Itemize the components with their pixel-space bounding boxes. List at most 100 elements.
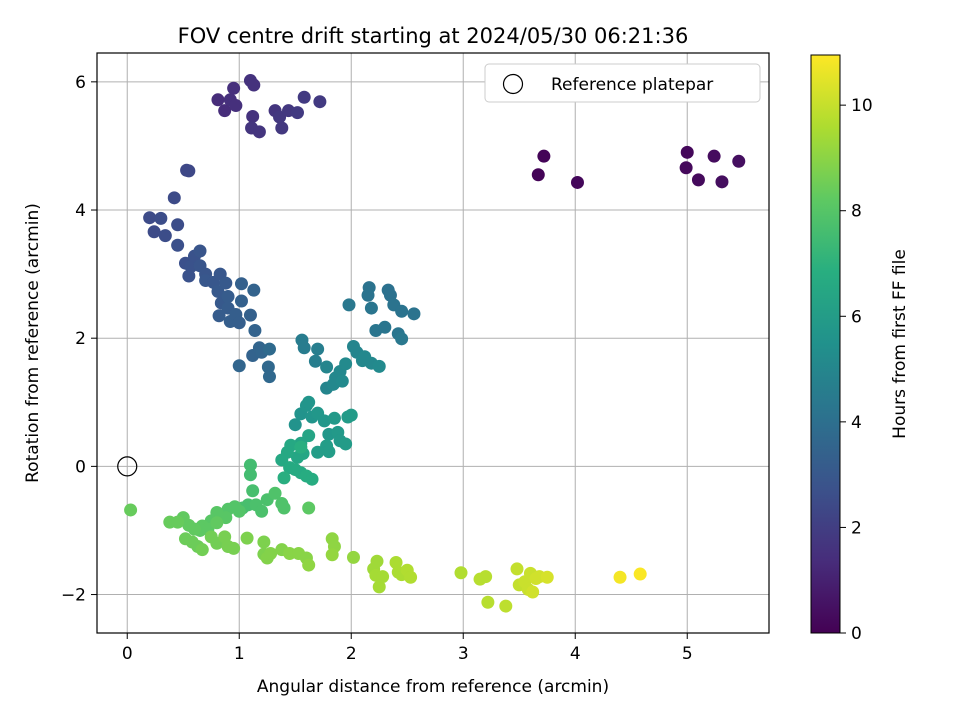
data-point (255, 504, 269, 518)
data-point (540, 570, 554, 584)
data-point (339, 357, 353, 371)
data-point (248, 324, 262, 338)
data-point (290, 450, 304, 464)
data-point (243, 468, 257, 482)
data-point (232, 316, 246, 330)
data-point (277, 501, 291, 515)
x-tick-label: 5 (682, 644, 693, 664)
data-point (325, 548, 339, 562)
data-point (327, 411, 341, 425)
data-point (335, 374, 349, 388)
data-point (531, 168, 545, 182)
data-point (252, 125, 266, 139)
data-point (305, 472, 319, 486)
data-point (262, 370, 276, 384)
data-point (570, 175, 584, 189)
data-point (407, 307, 421, 321)
data-point (679, 161, 693, 175)
y-tick-label: −2 (61, 586, 86, 606)
data-point (240, 531, 254, 545)
data-point (715, 175, 729, 189)
colorbar: 0 2 4 6 8 10 Hours from first FF file (810, 54, 910, 644)
data-point (707, 149, 721, 163)
colorbar-tick-label: 6 (851, 307, 862, 327)
legend: Reference platepar (484, 63, 761, 103)
y-tick-label: 6 (75, 73, 86, 93)
colorbar-tick-label: 4 (851, 413, 862, 433)
data-point (526, 585, 540, 599)
data-point (229, 99, 243, 113)
data-point (302, 558, 316, 572)
data-point (124, 503, 138, 517)
data-point (297, 341, 311, 355)
data-point (218, 104, 232, 118)
data-point (261, 360, 275, 374)
reference-marker-group (117, 456, 138, 477)
colorbar-gradient (810, 54, 841, 634)
y-tick-label: 0 (75, 457, 86, 477)
data-point (221, 290, 235, 304)
data-point (212, 309, 226, 323)
colorbar-tick-label: 8 (851, 202, 862, 222)
data-point (479, 570, 493, 584)
data-point (154, 211, 168, 225)
colorbar-ticks: 0 2 4 6 8 10 (840, 96, 873, 644)
data-point (680, 145, 694, 159)
data-point (364, 301, 378, 315)
data-point (273, 110, 287, 124)
data-point (342, 298, 356, 312)
data-point (171, 238, 185, 252)
data-point (395, 304, 409, 318)
data-point (290, 106, 304, 120)
data-point (171, 218, 185, 232)
data-point (243, 308, 257, 322)
legend-box (484, 63, 761, 103)
data-point (499, 599, 513, 613)
data-point (247, 283, 261, 297)
data-point (317, 414, 331, 428)
x-tick-label: 3 (458, 644, 469, 664)
data-point (246, 109, 260, 123)
data-point (311, 445, 325, 459)
data-point (370, 554, 384, 568)
data-point (262, 342, 276, 356)
data-point (147, 225, 161, 239)
y-tick-label: 2 (75, 329, 86, 349)
data-point (211, 284, 225, 298)
data-point (376, 570, 390, 584)
colorbar-tick-label: 2 (851, 518, 862, 538)
data-point (246, 484, 260, 498)
data-point (732, 154, 746, 168)
data-point (158, 229, 172, 243)
colorbar-label: Hours from first FF file (890, 249, 910, 439)
data-point (234, 277, 248, 291)
data-point (358, 350, 372, 364)
data-point (227, 541, 241, 555)
data-point (322, 445, 336, 459)
data-point (308, 354, 322, 368)
data-point (227, 81, 241, 95)
data-point (339, 437, 353, 451)
data-point (395, 332, 409, 346)
data-point (320, 360, 334, 374)
data-point (481, 595, 495, 609)
data-point (302, 395, 316, 409)
legend-label-reference: Reference platepar (551, 75, 713, 95)
data-point (372, 580, 386, 594)
x-axis-label: Angular distance from reference (arcmin) (257, 677, 609, 697)
data-point (243, 458, 257, 472)
x-axis-ticks: 0 1 2 3 4 5 (122, 633, 693, 664)
y-tick-label: 4 (75, 201, 86, 221)
data-point (182, 164, 196, 178)
data-point (264, 547, 278, 561)
data-point (537, 149, 551, 163)
data-point (283, 547, 297, 561)
data-point (234, 294, 248, 308)
x-tick-label: 0 (122, 644, 133, 664)
x-tick-label: 4 (570, 644, 581, 664)
data-point (195, 543, 209, 557)
data-point (313, 95, 327, 109)
data-point (510, 562, 524, 576)
data-point (219, 276, 233, 290)
